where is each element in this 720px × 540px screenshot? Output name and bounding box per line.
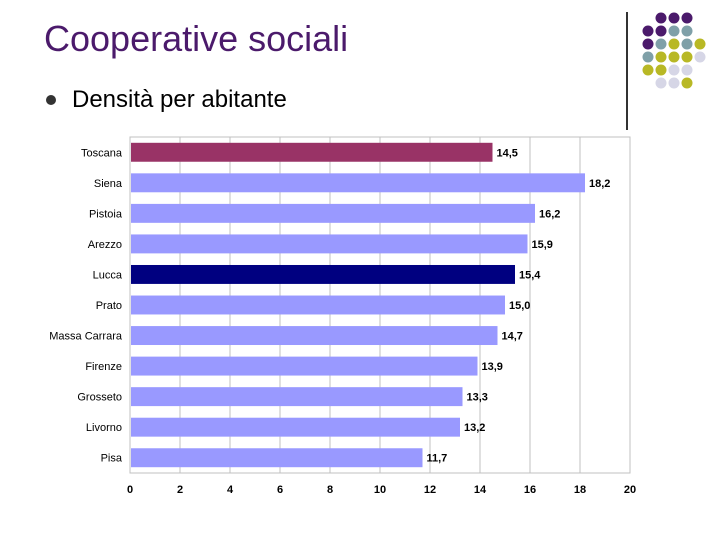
value-label: 15,4 <box>519 269 541 281</box>
x-tick-label: 16 <box>524 484 536 496</box>
decorative-dot <box>655 12 667 24</box>
value-label: 14,5 <box>497 147 518 159</box>
x-tick-label: 20 <box>624 484 636 496</box>
bar <box>131 203 535 223</box>
decorative-dot <box>668 64 680 76</box>
decorative-dot-grid <box>642 12 706 89</box>
value-label: 13,9 <box>482 361 503 373</box>
category-label: Lucca <box>93 269 123 281</box>
value-label: 15,0 <box>509 300 530 312</box>
decorative-dot <box>668 77 680 89</box>
value-label: 14,7 <box>502 331 523 343</box>
category-label: Firenze <box>85 361 122 373</box>
decorative-dot <box>668 38 680 50</box>
divider-line <box>626 12 628 130</box>
bar <box>131 448 423 468</box>
bullet-item: Densità per abitante <box>46 86 287 114</box>
decorative-dot <box>642 51 654 63</box>
x-tick-label: 12 <box>424 484 436 496</box>
x-tick-label: 0 <box>127 484 133 496</box>
x-tick-label: 4 <box>227 484 234 496</box>
x-axis-ticks: 0 2 4 6 8 10 12 14 16 18 20 <box>127 484 636 496</box>
decorative-dot <box>681 51 693 63</box>
decorative-dot <box>642 64 654 76</box>
decorative-dot <box>681 38 693 50</box>
category-label: Livorno <box>86 422 122 434</box>
x-tick-label: 2 <box>177 484 183 496</box>
decorative-dot <box>681 12 693 24</box>
value-label: 15,9 <box>532 239 553 251</box>
bars <box>131 142 585 468</box>
bar <box>131 387 463 407</box>
decorative-dot <box>668 51 680 63</box>
decorative-dot <box>681 25 693 37</box>
slide-title: Cooperative sociali <box>44 18 349 59</box>
value-label: 11,7 <box>427 453 448 465</box>
bar <box>131 326 498 346</box>
decorative-dot <box>642 25 654 37</box>
x-tick-label: 10 <box>374 484 386 496</box>
value-label: 13,3 <box>467 392 488 404</box>
decorative-dot <box>655 77 667 89</box>
decorative-dot <box>668 25 680 37</box>
decorative-dot <box>668 12 680 24</box>
x-tick-label: 8 <box>327 484 333 496</box>
bullet-text: Densità per abitante <box>72 86 287 113</box>
bar <box>131 356 478 376</box>
bullet-dot-icon <box>46 95 56 105</box>
decorative-dot <box>681 64 693 76</box>
decorative-dot <box>694 38 706 50</box>
bar <box>131 264 515 284</box>
value-label: 13,2 <box>464 422 485 434</box>
category-label: Prato <box>96 300 122 312</box>
decorative-dot <box>681 77 693 89</box>
decorative-dot <box>655 64 667 76</box>
x-tick-label: 14 <box>474 484 487 496</box>
bar <box>131 234 528 254</box>
category-label: Massa Carrara <box>49 331 123 343</box>
value-label: 16,2 <box>539 208 560 220</box>
bar <box>131 295 505 315</box>
decorative-dot <box>655 51 667 63</box>
category-label: Toscana <box>81 147 123 159</box>
category-label: Grosseto <box>77 392 122 404</box>
category-label: Pisa <box>101 453 123 465</box>
category-label: Siena <box>94 178 123 190</box>
value-label: 18,2 <box>589 178 610 190</box>
category-label: Pistoia <box>89 208 123 220</box>
decorative-dot <box>655 25 667 37</box>
bar <box>131 417 460 437</box>
decorative-dot <box>694 51 706 63</box>
x-tick-label: 6 <box>277 484 283 496</box>
category-label: Arezzo <box>88 239 122 251</box>
decorative-dot <box>642 38 654 50</box>
x-tick-label: 18 <box>574 484 586 496</box>
bar <box>131 142 493 162</box>
decorative-dot <box>655 38 667 50</box>
value-labels: 14,5 18,2 16,2 15,9 15,4 15,0 14,7 13,9 13,3 13,2… <box>427 147 611 464</box>
bar <box>131 173 585 193</box>
category-labels: Toscana Siena Pistoia Arezzo Lucca Prato Massa… <box>49 147 123 464</box>
